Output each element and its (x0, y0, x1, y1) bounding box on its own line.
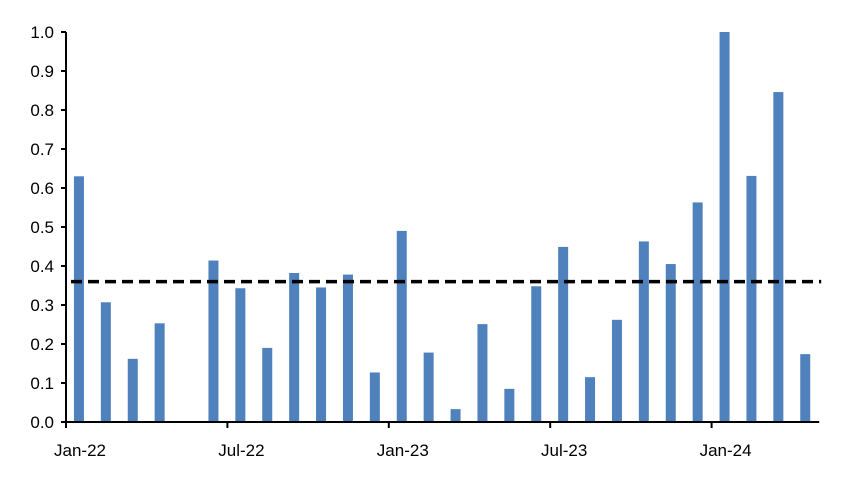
bar-Feb-23 (423, 352, 434, 422)
x-tick-label: Jan-22 (54, 441, 106, 460)
bar-Jan-23 (396, 230, 407, 422)
y-axis: 0.0 0.1 0.2 0.3 0.4 0.5 0.6 0.7 0.8 0.9 1.0 (30, 23, 67, 432)
bar-Nov-23 (665, 264, 676, 422)
bar-Mar-22 (127, 358, 138, 422)
bar-Jul-22 (235, 288, 246, 422)
bar-Jun-23 (531, 286, 542, 422)
x-tick-label: Jul-23 (541, 441, 587, 460)
y-tick-label: 0.4 (30, 257, 54, 276)
bar-Aug-22 (262, 347, 273, 422)
bar-Dec-22 (369, 372, 380, 422)
y-tick-label: 0.5 (30, 218, 54, 237)
x-tick-label: Jan-24 (700, 441, 752, 460)
bar-Mar-24 (773, 92, 784, 422)
y-tick-label: 0.2 (30, 335, 54, 354)
bar-Oct-22 (316, 287, 327, 422)
bar-Mar-23 (450, 409, 461, 422)
bar-Feb-24 (746, 175, 757, 422)
bar-Sep-22 (289, 273, 300, 422)
bar-Nov-22 (342, 274, 353, 422)
x-tick-label: Jan-23 (377, 441, 429, 460)
y-tick-label: 0.0 (30, 413, 54, 432)
bar-Apr-23 (477, 324, 488, 422)
bar-Oct-23 (638, 241, 649, 422)
y-tick-label: 0.7 (30, 140, 54, 159)
x-axis: Jan-22 Jul-22 Jan-23 Jul-23 Jan-24 (54, 421, 820, 460)
bar-Apr-24 (800, 354, 811, 422)
bar-Feb-22 (100, 302, 111, 422)
y-tick-label: 1.0 (30, 23, 54, 42)
bar-Sep-23 (611, 319, 622, 422)
bar-Apr-22 (154, 323, 165, 422)
bar-Dec-23 (692, 202, 703, 422)
bar-Jul-23 (558, 246, 569, 422)
y-tick-label: 0.6 (30, 179, 54, 198)
y-tick-label: 0.8 (30, 101, 54, 120)
bar-Jun-22 (208, 260, 219, 422)
y-tick-label: 0.3 (30, 296, 54, 315)
bar-Aug-23 (585, 377, 596, 422)
y-tick-label: 0.9 (30, 62, 54, 81)
bar-Jan-22 (73, 176, 84, 422)
bars (73, 32, 811, 422)
bar-Jan-24 (719, 32, 730, 422)
x-tick-label: Jul-22 (218, 441, 264, 460)
bar-May-23 (504, 388, 515, 422)
y-tick-label: 0.1 (30, 374, 54, 393)
